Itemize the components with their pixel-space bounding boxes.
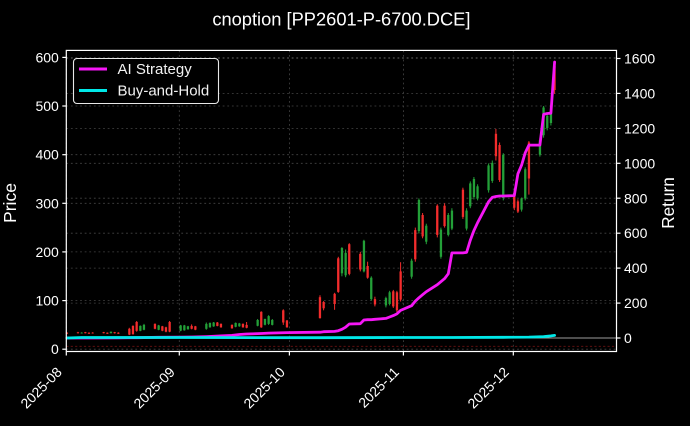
svg-text:800: 800 [624, 190, 648, 206]
svg-text:1600: 1600 [624, 51, 655, 67]
svg-text:400: 400 [35, 147, 59, 163]
svg-text:1000: 1000 [624, 155, 655, 171]
svg-text:200: 200 [624, 295, 648, 311]
svg-text:400: 400 [624, 260, 648, 276]
svg-text:Buy-and-Hold: Buy-and-Hold [118, 83, 210, 100]
svg-text:0: 0 [624, 330, 632, 346]
svg-text:Return: Return [658, 177, 678, 229]
svg-text:600: 600 [35, 50, 59, 66]
svg-text:1400: 1400 [624, 86, 655, 102]
svg-text:100: 100 [35, 293, 59, 309]
svg-text:1200: 1200 [624, 120, 655, 136]
svg-text:AI Strategy: AI Strategy [118, 61, 193, 78]
svg-text:500: 500 [35, 98, 59, 114]
svg-text:200: 200 [35, 244, 59, 260]
svg-text:Price: Price [0, 183, 20, 223]
svg-text:600: 600 [624, 225, 648, 241]
svg-text:0: 0 [51, 341, 59, 357]
svg-text:cnoption [PP2601-P-6700.DCE]: cnoption [PP2601-P-6700.DCE] [212, 9, 470, 30]
svg-text:300: 300 [35, 195, 59, 211]
